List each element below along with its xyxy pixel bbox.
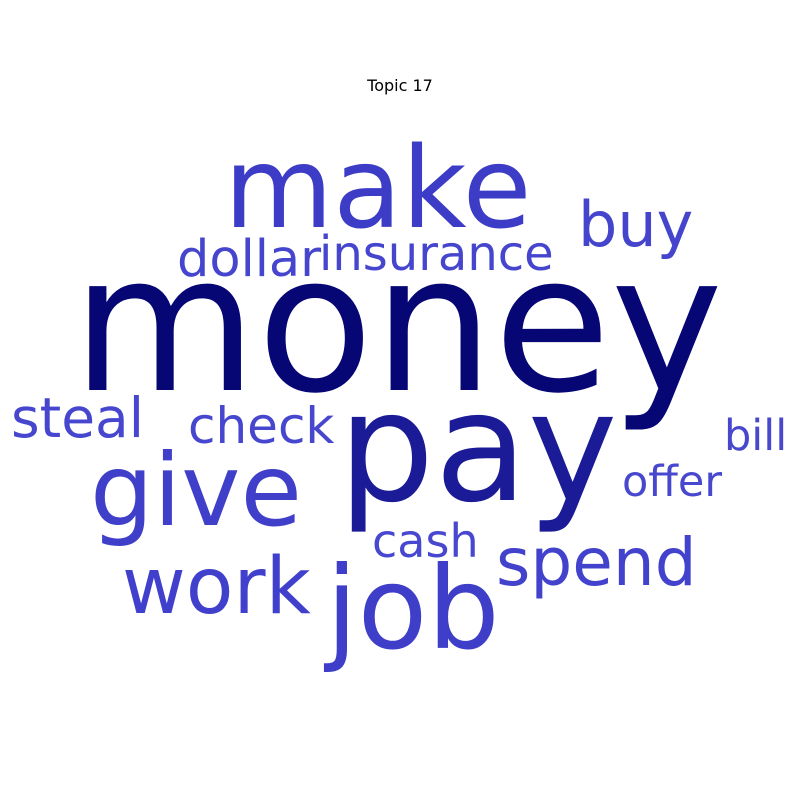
word-cash: cash: [372, 514, 479, 568]
word-insurance: insurance: [319, 226, 554, 282]
word-dollar: dollar: [177, 230, 321, 289]
figure-title: Topic 17: [367, 76, 433, 95]
word-offer: offer: [622, 457, 722, 507]
word-steal: steal: [11, 386, 144, 450]
word-work: work: [122, 542, 311, 632]
word-money: money: [72, 214, 723, 435]
word-pay: pay: [338, 359, 618, 536]
word-check: check: [188, 397, 334, 455]
word-give: give: [90, 432, 302, 549]
word-buy: buy: [578, 188, 693, 261]
word-bill: bill: [724, 411, 787, 461]
word-job: job: [323, 542, 500, 675]
word-spend: spend: [496, 524, 697, 601]
word-make: make: [224, 124, 532, 254]
